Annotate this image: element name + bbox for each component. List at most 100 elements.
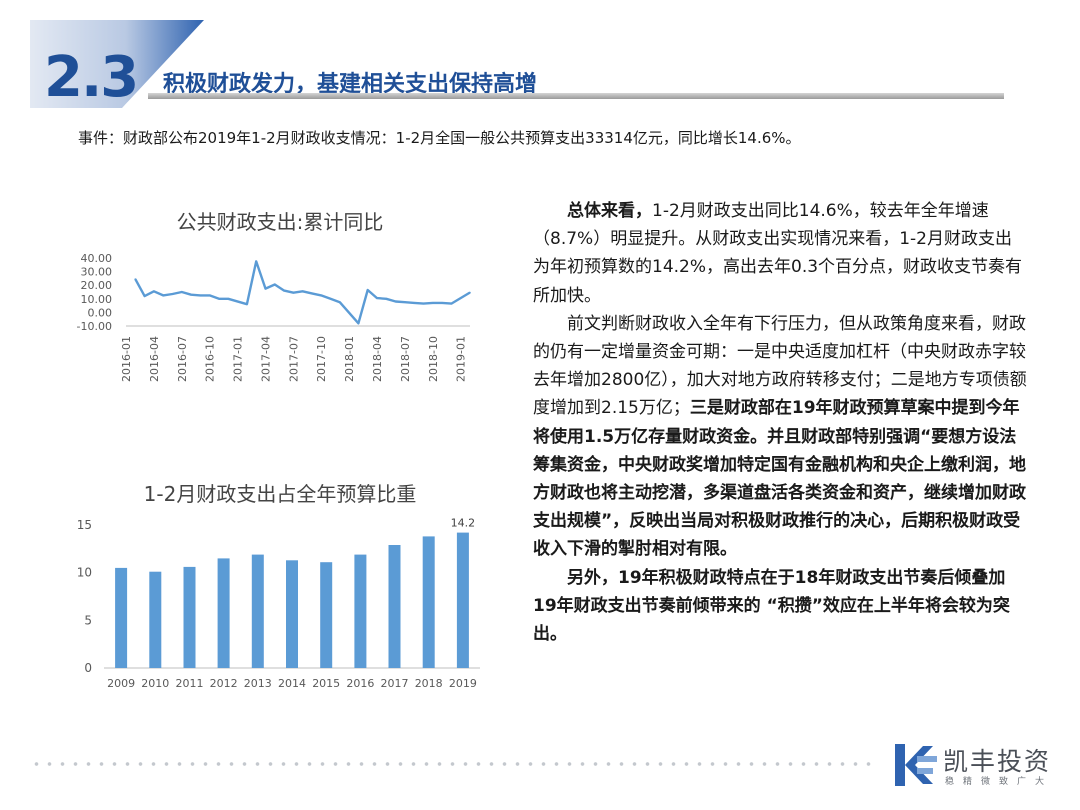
y-tick-label: 10 (77, 566, 92, 580)
bar (388, 545, 401, 668)
line-point (190, 293, 192, 296)
y-tick-label: 5 (84, 613, 92, 627)
y-tick-label: 30.00 (81, 266, 113, 279)
bar-data-label: 14.2 (451, 517, 476, 530)
y-tick-label: 0.00 (88, 306, 113, 319)
line-point (311, 292, 313, 295)
paragraph-overview-lead: 总体来看， (567, 201, 652, 221)
x-tick-label: 2018-04 (371, 336, 384, 382)
footer-dotted-rule (30, 762, 878, 766)
line-point (199, 294, 202, 297)
x-tick-label: 2016-04 (148, 336, 161, 382)
y-tick-label: 15 (77, 518, 92, 532)
bar (422, 536, 435, 668)
paragraph-additional-bold: 另外，19年积极财政特点在于18年财政支出节奏后倾叠加19年财政支出节奏前倾带来… (533, 567, 1010, 645)
event-summary: 事件：财政部公布2019年1-2月财政收支情况：1-2月全国一般公共预算支出33… (78, 129, 801, 147)
section-number: 2.3 (44, 45, 139, 110)
paragraph-additional: 另外，19年积极财政特点在于18年财政支出节奏后倾叠加19年财政支出节奏前倾带来… (533, 564, 1028, 649)
y-tick-label: 10.00 (81, 293, 113, 306)
line-point (162, 294, 164, 297)
line-point (432, 302, 434, 304)
paragraph-policy-body: 前文判断财政收入全年有下行压力，但从政策角度来看，财政的仍有一定增量资金可期：一… (533, 313, 1027, 419)
x-tick-label: 2013 (244, 677, 272, 690)
paragraph-overview-body: 1-2月财政支出同比14.6%，较去年全年增速（8.7%）明显提升。从财政支出实… (533, 201, 1023, 306)
line-point (385, 298, 388, 300)
x-tick-label: 2015 (312, 677, 340, 690)
bar (115, 567, 128, 668)
line-point (134, 278, 137, 280)
line-point (153, 290, 155, 293)
line-point (301, 290, 304, 293)
line-point (218, 298, 220, 300)
bar-chart-title: 1-2月财政支出占全年预算比重 (143, 482, 417, 506)
bar (354, 554, 367, 668)
line-point (469, 291, 471, 294)
bar (217, 558, 230, 668)
company-logo: 凯丰投资 稳精微致广大 (893, 740, 1073, 790)
x-tick-label: 2018-10 (427, 336, 440, 382)
x-tick-label: 2018-01 (343, 336, 356, 382)
line-point (404, 301, 406, 303)
line-point (171, 293, 174, 295)
x-tick-label: 2012 (210, 677, 238, 690)
line-point (246, 303, 248, 305)
line-chart-title: 公共财政支出:累计同比 (176, 210, 384, 234)
line-point (292, 291, 295, 294)
x-tick-label: 2017 (381, 677, 409, 690)
y-tick-label: -10.00 (77, 320, 112, 333)
line-series (134, 260, 471, 325)
line-point (366, 289, 369, 291)
x-tick-label: 2010 (141, 677, 169, 690)
y-tick-label: 20.00 (81, 279, 113, 292)
line-point (422, 302, 425, 305)
paragraph-policy: 前文判断财政收入全年有下行压力，但从政策角度来看，财政的仍有一定增量资金可期：一… (533, 310, 1028, 564)
x-tick-label: 2017-07 (287, 336, 300, 382)
line-point (181, 291, 183, 293)
line-point (376, 297, 378, 299)
logo-mark-icon (895, 744, 937, 786)
line-point (255, 260, 257, 263)
bar (320, 562, 333, 668)
y-tick-label: 0 (84, 661, 92, 675)
line-point (441, 302, 443, 304)
line-point (208, 294, 211, 297)
logo-tagline: 稳精微致广大 (945, 777, 1054, 787)
line-point (320, 294, 322, 297)
y-tick-label: 40.00 (81, 252, 113, 265)
logo-name: 凯丰投资 (943, 747, 1052, 776)
bar (149, 571, 162, 668)
x-tick-label: 2019 (449, 677, 477, 690)
x-tick-label: 2016-07 (176, 336, 189, 382)
x-tick-label: 2019-01 (455, 336, 468, 382)
line-chart-panel: 公共财政支出:累计同比 40.00 30.00 20.00 10.00 0.00 -10.… (70, 200, 490, 410)
x-tick-label: 2016-01 (120, 336, 133, 382)
corner-wedge-decoration (30, 20, 204, 108)
line-point (450, 302, 453, 305)
line-point (357, 322, 360, 325)
paragraph-overview: 总体来看，1-2月财政支出同比14.6%，较去年全年增速（8.7%）明显提升。从… (533, 197, 1028, 310)
bar-chart-panel: 1-2月财政支出占全年预算比重 0 5 10 15 2009 2010 2011 2012 20… (70, 472, 490, 702)
line-point (413, 302, 416, 304)
bar (286, 560, 298, 668)
x-tick-label: 2009 (107, 677, 135, 690)
line-point (264, 287, 267, 290)
x-tick-label: 2017-10 (315, 336, 328, 382)
bar-chart: 0 5 10 15 2009 2010 2011 2012 2013 2014 2015 2016 20… (77, 517, 480, 690)
line-point (143, 295, 146, 297)
line-point (394, 300, 397, 303)
x-tick-label: 2017-01 (232, 336, 245, 382)
x-tick-label: 2018-07 (399, 336, 412, 382)
x-tick-label: 2018 (415, 677, 443, 690)
line-point (274, 283, 276, 286)
x-tick-label: 2017-04 (259, 336, 272, 382)
x-tick-label: 2016 (346, 677, 374, 690)
line-point (329, 298, 332, 300)
bar (251, 554, 264, 668)
paragraph-policy-bold: 三是财政部在19年财政预算草案中提到今年将使用1.5万亿存量财政资金。并且财政部… (533, 398, 1026, 560)
x-tick-label: 2014 (278, 677, 306, 690)
bar (456, 532, 469, 668)
line-point (227, 298, 230, 300)
title-underline (148, 93, 1004, 99)
x-tick-label: 2011 (176, 677, 204, 690)
